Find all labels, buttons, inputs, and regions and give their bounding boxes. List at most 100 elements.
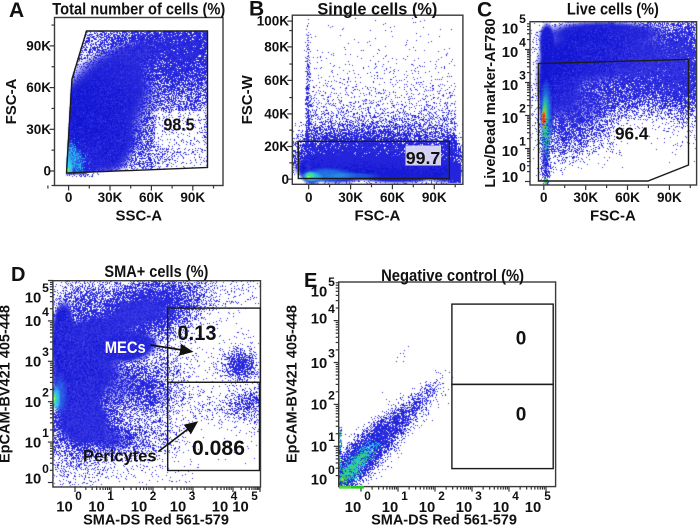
svg-text:0: 0	[75, 489, 82, 503]
svg-text:1: 1	[42, 426, 49, 440]
svg-text:0: 0	[42, 462, 49, 476]
svg-text:EpCAM-BV421 405-448: EpCAM-BV421 405-448	[285, 305, 301, 463]
svg-text:10: 10	[56, 500, 72, 516]
svg-text:MECs: MECs	[105, 338, 146, 357]
svg-text:4: 4	[512, 489, 519, 503]
svg-text:10: 10	[502, 111, 518, 127]
svg-text:10: 10	[502, 78, 518, 94]
svg-text:100K: 100K	[257, 14, 290, 29]
svg-text:10: 10	[502, 45, 518, 61]
svg-text:0: 0	[540, 190, 548, 205]
svg-text:2: 2	[519, 101, 526, 115]
svg-text:10: 10	[25, 355, 41, 371]
svg-text:10: 10	[493, 500, 509, 516]
svg-text:80K: 80K	[264, 40, 289, 55]
svg-text:60K: 60K	[264, 73, 289, 88]
svg-text:10: 10	[25, 435, 41, 451]
svg-text:3: 3	[475, 489, 482, 503]
svg-text:2: 2	[150, 489, 157, 503]
svg-text:2: 2	[438, 489, 445, 503]
svg-text:SSC-A: SSC-A	[115, 208, 162, 225]
svg-text:90K: 90K	[657, 190, 682, 205]
svg-text:5: 5	[42, 281, 49, 295]
svg-text:0: 0	[328, 463, 335, 477]
svg-text:30K: 30K	[573, 190, 598, 205]
svg-text:10: 10	[25, 471, 41, 487]
svg-text:10: 10	[88, 500, 104, 516]
svg-text:60K: 60K	[139, 190, 164, 205]
svg-text:SMA-DS Red 561-579: SMA-DS Red 561-579	[83, 513, 229, 526]
svg-text:10: 10	[456, 500, 472, 516]
svg-text:10: 10	[345, 500, 361, 516]
svg-text:30K: 30K	[338, 190, 363, 205]
svg-text:10: 10	[382, 500, 398, 516]
svg-text:FSC-A: FSC-A	[3, 78, 20, 124]
svg-text:10: 10	[170, 500, 186, 516]
svg-text:96.4: 96.4	[615, 124, 649, 144]
svg-text:0: 0	[516, 405, 527, 426]
svg-text:10: 10	[502, 21, 518, 37]
svg-text:90K: 90K	[180, 190, 205, 205]
svg-text:5: 5	[328, 275, 335, 289]
svg-text:0: 0	[43, 164, 51, 179]
svg-text:10: 10	[212, 500, 228, 516]
svg-text:99.7: 99.7	[406, 148, 441, 168]
svg-text:0.13: 0.13	[178, 321, 217, 345]
svg-text:30K: 30K	[98, 190, 123, 205]
svg-text:10: 10	[25, 395, 41, 411]
svg-text:A: A	[9, 0, 24, 22]
svg-text:Live cells (%): Live cells (%)	[567, 1, 659, 19]
svg-text:0: 0	[65, 190, 73, 205]
svg-text:90K: 90K	[422, 190, 447, 205]
svg-text:98.5: 98.5	[164, 115, 195, 135]
svg-text:0: 0	[519, 160, 526, 174]
svg-text:10: 10	[311, 356, 327, 372]
svg-text:10: 10	[311, 284, 327, 300]
svg-text:10: 10	[311, 311, 327, 327]
svg-text:2: 2	[328, 388, 335, 402]
svg-text:4: 4	[519, 35, 526, 49]
svg-text:4: 4	[328, 302, 335, 316]
svg-text:10: 10	[311, 398, 327, 414]
svg-text:5: 5	[251, 489, 258, 503]
svg-text:10: 10	[502, 144, 518, 160]
svg-text:Pericytes: Pericytes	[83, 448, 157, 466]
svg-text:SMA-DS Red 561-579: SMA-DS Red 561-579	[371, 513, 517, 526]
svg-text:5: 5	[544, 489, 551, 503]
svg-text:4: 4	[231, 489, 238, 503]
svg-text:1: 1	[107, 489, 114, 503]
svg-text:1: 1	[328, 430, 335, 444]
svg-text:10: 10	[311, 472, 327, 488]
svg-text:1: 1	[519, 134, 526, 148]
svg-text:20K: 20K	[264, 139, 289, 154]
svg-text:10: 10	[311, 440, 327, 456]
svg-text:5: 5	[519, 12, 526, 26]
svg-text:3: 3	[42, 345, 49, 359]
svg-text:C: C	[477, 0, 492, 22]
svg-text:E: E	[304, 270, 317, 292]
svg-text:10: 10	[419, 500, 435, 516]
svg-text:3: 3	[189, 489, 196, 503]
svg-text:4: 4	[42, 305, 49, 319]
svg-text:10: 10	[25, 314, 41, 330]
svg-text:0: 0	[364, 489, 371, 503]
svg-text:Live/Dead marker-AF780: Live/Dead marker-AF780	[483, 18, 499, 187]
svg-text:0: 0	[516, 329, 527, 350]
svg-text:3: 3	[328, 346, 335, 360]
svg-text:D: D	[11, 264, 25, 286]
svg-text:10: 10	[232, 500, 248, 516]
svg-text:30K: 30K	[26, 122, 51, 137]
svg-text:60K: 60K	[380, 190, 405, 205]
svg-text:10: 10	[502, 170, 518, 186]
svg-text:FSC-A: FSC-A	[590, 208, 636, 225]
svg-text:60K: 60K	[26, 80, 51, 95]
svg-text:60K: 60K	[615, 190, 640, 205]
svg-text:EpCAM-BV421 405-448: EpCAM-BV421 405-448	[0, 305, 14, 463]
svg-text:1: 1	[401, 489, 408, 503]
svg-text:10: 10	[131, 500, 147, 516]
svg-text:Single cells (%): Single cells (%)	[317, 1, 437, 19]
svg-text:10: 10	[25, 290, 41, 306]
svg-text:SMA+ cells (%): SMA+ cells (%)	[104, 263, 208, 281]
svg-text:Total number of cells (%): Total number of cells (%)	[52, 1, 225, 19]
svg-text:3: 3	[519, 68, 526, 82]
